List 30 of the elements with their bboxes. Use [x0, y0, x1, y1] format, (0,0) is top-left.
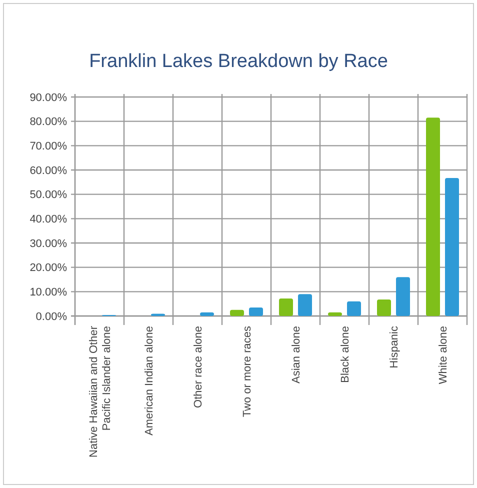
x-tick-label: White alone [437, 326, 450, 384]
y-tick-label: 0.00% [36, 310, 68, 323]
bar [377, 299, 391, 316]
bar [328, 312, 342, 316]
bar [396, 277, 410, 316]
y-tick-label: 90.00% [30, 92, 68, 104]
y-tick-label: 20.00% [30, 262, 68, 274]
bar [445, 178, 459, 316]
y-tick-label: 50.00% [30, 189, 68, 202]
bar [347, 301, 361, 316]
x-tick-label: Other race alone [192, 326, 204, 408]
y-tick-label: 70.00% [30, 140, 68, 153]
bar [426, 118, 440, 316]
y-tick-label: 60.00% [30, 164, 68, 177]
x-tick-label: American Indian alone [143, 326, 156, 436]
x-tick-label: Black alone [339, 326, 352, 383]
y-tick-label: 10.00% [30, 286, 68, 299]
chart-title: Franklin Lakes Breakdown by Race [89, 51, 388, 72]
x-tick-label: Two or more races [241, 326, 254, 418]
y-tick-label: 30.00% [30, 238, 68, 250]
x-tick-label: Asian alone [290, 326, 302, 384]
bar [279, 298, 293, 316]
bar [298, 294, 312, 316]
bar [200, 312, 214, 316]
x-tick-label: Hispanic [388, 326, 400, 368]
bar [249, 307, 263, 316]
y-tick-label: 40.00% [30, 214, 68, 226]
x-tick-label: Native Hawaiian and Other Pacific Islander alone [88, 326, 113, 458]
y-tick-label: 80.00% [30, 116, 68, 128]
bar [230, 310, 244, 316]
